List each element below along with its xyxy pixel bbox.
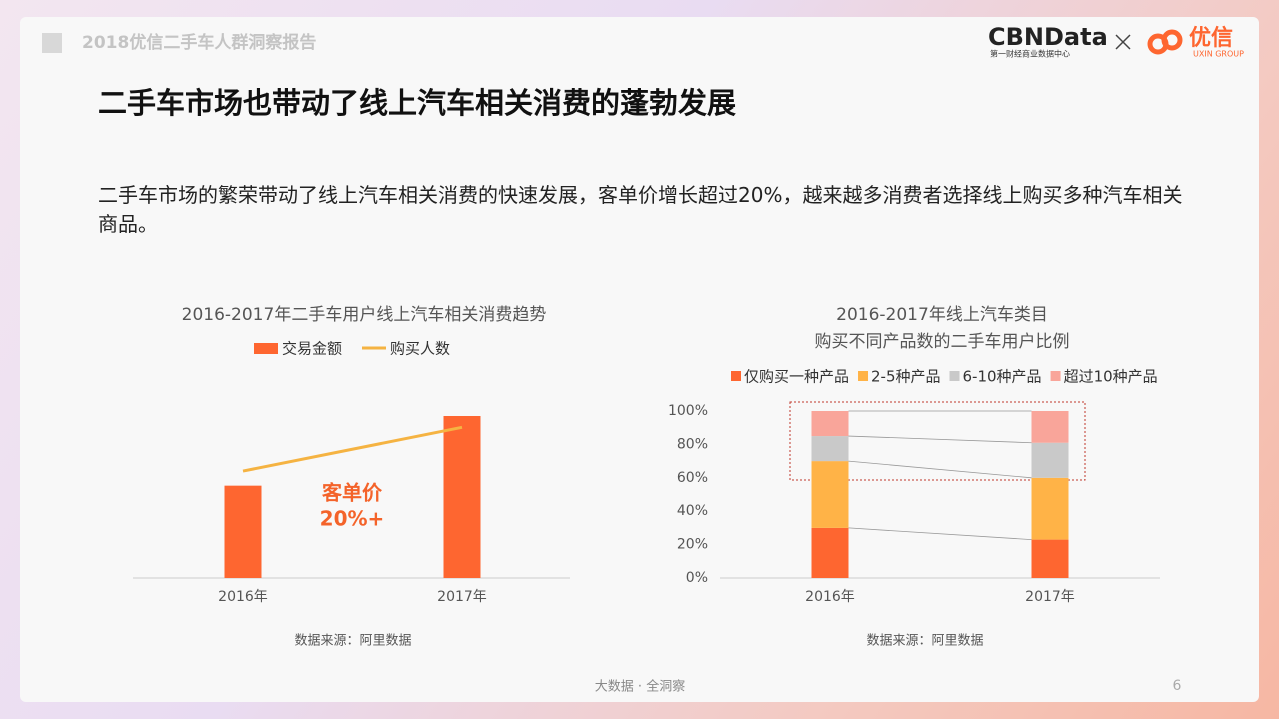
legend-swatch [1050, 371, 1061, 381]
chart-title: 2016-2017年二手车用户线上汽车相关消费趋势 [182, 305, 547, 325]
page-number: 6 [1173, 678, 1182, 694]
bar-segment [811, 461, 849, 528]
legend-label: 2-5种产品 [871, 368, 941, 386]
legend-label: 6-10种产品 [963, 368, 1042, 386]
y-tick-label: 20% [677, 537, 708, 553]
partner-icon [1147, 29, 1183, 55]
legend-label: 仅购买一种产品 [744, 368, 849, 386]
brand-sub: 第一财经商业数据中心 [990, 49, 1070, 59]
body-text: 二手车市场的繁荣带动了线上汽车相关消费的快速发展，客单价增长超过20%，越来越多… [98, 183, 1183, 236]
report-title: 2018优信二手车人群洞察报告 [82, 32, 316, 53]
connector-line [848, 527, 1032, 540]
bar-segment [1031, 477, 1069, 540]
y-tick-label: 80% [677, 436, 708, 452]
y-tick-label: 100% [668, 403, 708, 419]
source: 数据来源：阿里数据 [294, 634, 411, 649]
slide-card [20, 17, 1259, 702]
partner: 优信 [1189, 25, 1233, 51]
annotation: 客单价 [321, 481, 383, 505]
bar-segment [1031, 539, 1069, 578]
x-tick-label: 2016年 [218, 589, 268, 605]
x-tick-label: 2017年 [437, 589, 487, 605]
bar-segment [811, 527, 849, 578]
partner-sub: UXIN GROUP [1193, 50, 1244, 59]
legend-label: 购买人数 [390, 340, 450, 358]
chart-title: 2016-2017年线上汽车类目 [836, 305, 1048, 325]
y-tick-label: 40% [677, 503, 708, 519]
bar-segment [811, 411, 849, 437]
source: 数据来源：阿里数据 [866, 634, 983, 649]
legend-swatch [949, 371, 960, 381]
line [242, 425, 463, 473]
highlight-box [789, 401, 1086, 481]
times-sign [1115, 34, 1131, 50]
legend-swatch [731, 371, 741, 381]
legend-label: 超过10种产品 [1064, 368, 1158, 386]
slide-title: 二手车市场也带动了线上汽车相关消费的蓬勃发展 [98, 86, 737, 120]
legend-label: 交易金额 [282, 340, 342, 358]
bar-segment [811, 436, 849, 462]
connector-line [848, 435, 1032, 444]
bar-segment [1031, 411, 1069, 443]
bar [443, 416, 481, 578]
brand: CBNData [988, 23, 1108, 51]
x-tick-label: 2017年 [1025, 589, 1075, 605]
x-tick-label: 2016年 [805, 589, 855, 605]
bar-segment [1031, 442, 1069, 478]
legend-swatch [254, 343, 278, 354]
bar [224, 485, 262, 578]
annotation: 20%+ [320, 507, 385, 531]
connector-line [848, 460, 1032, 479]
y-tick-label: 60% [677, 470, 708, 486]
y-tick-label: 0% [686, 570, 708, 586]
footer-tagline: 大数据 · 全洞察 [595, 679, 685, 695]
header-square [42, 33, 62, 53]
legend-swatch [858, 371, 869, 381]
chart-subtitle: 购买不同产品数的二手车用户比例 [815, 332, 1070, 352]
